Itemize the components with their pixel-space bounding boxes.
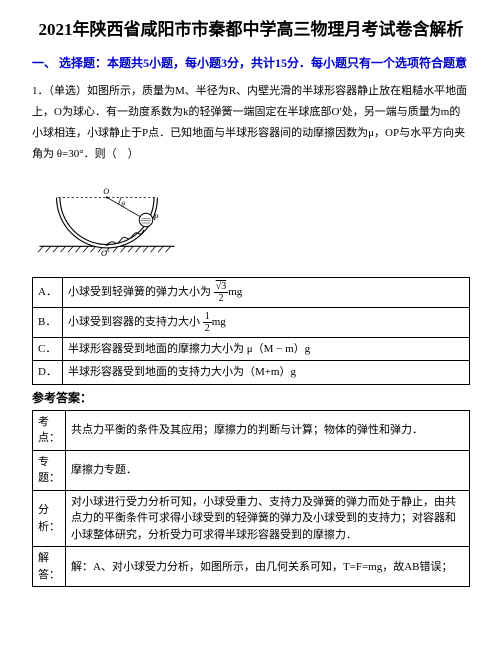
question-type: （单选） (49, 85, 88, 97)
question-text: 1．（单选）如图所示，质量为M、半径为R、内壁光滑的半球形容器静止放在粗糙水平地… (32, 81, 470, 165)
svg-text:O′: O′ (101, 249, 109, 258)
question-number: 1． (32, 85, 49, 97)
question-body: 如图所示，质量为M、半径为R、内壁光滑的半球形容器静止放在粗糙水平地面上，O为球… (32, 85, 467, 160)
analysis-row-kaodian: 考点： 共点力平衡的条件及其应用；摩擦力的判断与计算；物体的弹性和弹力． (33, 410, 470, 450)
option-letter: B． (33, 307, 63, 337)
analysis-label: 考点： (33, 410, 66, 450)
analysis-row-fenxi: 分析： 对小球进行受力分析可知，小球受重力、支持力及弹簧的弹力而处于静止，由共点… (33, 490, 470, 547)
physics-diagram: O O′ θ P (32, 175, 182, 265)
fraction: 12 (203, 311, 212, 334)
svg-text:P: P (153, 213, 159, 222)
option-row-b: B． 小球受到容器的支持力大小 12mg (33, 307, 470, 337)
analysis-text: 解：A、对小球受力分析，如图所示，由几何关系可知，T=F=mg，故AB错误； (66, 547, 470, 587)
svg-text:O: O (103, 186, 109, 195)
page-title: 2021年陕西省咸阳市市秦都中学高三物理月考试卷含解析 (32, 18, 470, 42)
option-letter: C． (33, 337, 63, 361)
option-text: 小球受到轻弹簧的弹力大小为 √32mg (62, 277, 469, 307)
section-heading: 一、 选择题：本题共5小题，每小题3分，共计15分．每小题只有一个选项符合题意 (32, 54, 470, 73)
option-row-d: D． 半球形容器受到地面的支持力大小为（M+m）g (33, 361, 470, 385)
analysis-table: 考点： 共点力平衡的条件及其应用；摩擦力的判断与计算；物体的弹性和弹力． 专题：… (32, 410, 470, 588)
analysis-row-zhuanti: 专题： 摩擦力专题． (33, 450, 470, 490)
option-text: 半球形容器受到地面的摩擦力大小为 μ（M − m）g (62, 337, 469, 361)
analysis-row-jieda: 解答： 解：A、对小球受力分析，如图所示，由几何关系可知，T=F=mg，故AB错… (33, 547, 470, 587)
option-text: 小球受到容器的支持力大小 12mg (62, 307, 469, 337)
reference-answer-label: 参考答案： (32, 389, 470, 408)
analysis-text: 对小球进行受力分析可知，小球受重力、支持力及弹簧的弹力而处于静止，由共点力的平衡… (66, 490, 470, 547)
analysis-label: 分析： (33, 490, 66, 547)
option-text: 半球形容器受到地面的支持力大小为（M+m）g (62, 361, 469, 385)
analysis-label: 专题： (33, 450, 66, 490)
options-table: A． 小球受到轻弹簧的弹力大小为 √32mg B． 小球受到容器的支持力大小 1… (32, 277, 470, 385)
analysis-text: 共点力平衡的条件及其应用；摩擦力的判断与计算；物体的弹性和弹力． (66, 410, 470, 450)
option-row-c: C． 半球形容器受到地面的摩擦力大小为 μ（M − m）g (33, 337, 470, 361)
analysis-text: 摩擦力专题． (66, 450, 470, 490)
analysis-label: 解答： (33, 547, 66, 587)
option-letter: A． (33, 277, 63, 307)
svg-text:θ: θ (121, 199, 125, 208)
fraction: √32 (214, 281, 229, 304)
option-letter: D． (33, 361, 63, 385)
option-row-a: A． 小球受到轻弹簧的弹力大小为 √32mg (33, 277, 470, 307)
